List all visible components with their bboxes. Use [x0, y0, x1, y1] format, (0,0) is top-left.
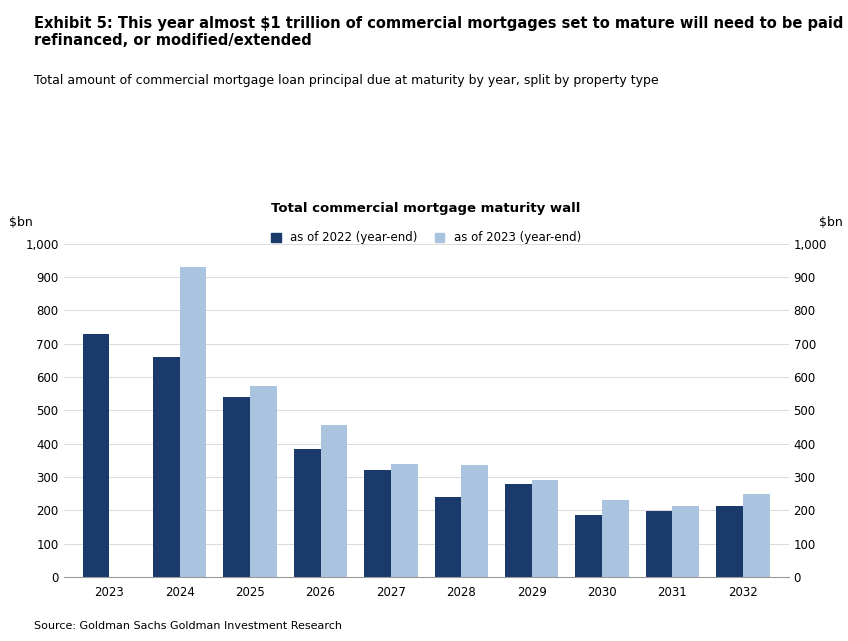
- Bar: [743, 494, 770, 577]
- Bar: [250, 386, 277, 577]
- Bar: [575, 515, 602, 577]
- Bar: [645, 512, 672, 577]
- Bar: [505, 484, 532, 577]
- Bar: [321, 424, 348, 577]
- Text: Total amount of commercial mortgage loan principal due at maturity by year, spli: Total amount of commercial mortgage loan…: [34, 74, 659, 87]
- Bar: [602, 500, 629, 577]
- Text: $bn: $bn: [9, 215, 33, 229]
- Bar: [82, 333, 109, 577]
- Text: Total commercial mortgage maturity wall: Total commercial mortgage maturity wall: [271, 203, 581, 215]
- Bar: [293, 449, 321, 577]
- Bar: [391, 463, 418, 577]
- Bar: [716, 506, 743, 577]
- Legend: as of 2022 (year-end), as of 2023 (year-end): as of 2022 (year-end), as of 2023 (year-…: [271, 231, 581, 244]
- Bar: [153, 357, 180, 577]
- Text: Source: Goldman Sachs Goldman Investment Research: Source: Goldman Sachs Goldman Investment…: [34, 621, 342, 631]
- Bar: [672, 506, 700, 577]
- Bar: [434, 497, 461, 577]
- Text: $bn: $bn: [819, 215, 843, 229]
- Text: Exhibit 5: This year almost $1 trillion of commercial mortgages set to mature wi: Exhibit 5: This year almost $1 trillion …: [34, 16, 848, 49]
- Bar: [461, 465, 488, 577]
- Bar: [180, 267, 207, 577]
- Bar: [532, 480, 559, 577]
- Bar: [223, 397, 250, 577]
- Bar: [364, 470, 391, 577]
